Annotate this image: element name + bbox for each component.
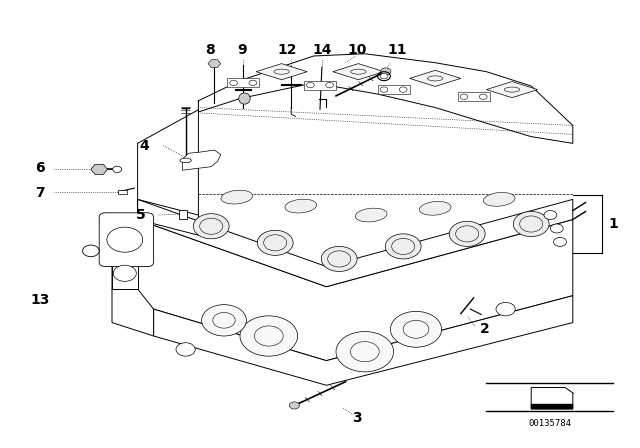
Ellipse shape: [180, 158, 191, 163]
Ellipse shape: [483, 193, 515, 206]
Polygon shape: [531, 388, 573, 409]
Text: 2: 2: [480, 322, 490, 336]
Circle shape: [321, 246, 357, 271]
Text: 5: 5: [136, 208, 146, 222]
Circle shape: [390, 311, 442, 347]
Circle shape: [550, 224, 563, 233]
Polygon shape: [333, 64, 384, 80]
Text: 1: 1: [608, 217, 618, 231]
Circle shape: [289, 402, 300, 409]
Text: 3: 3: [352, 410, 362, 425]
Circle shape: [496, 302, 515, 316]
Polygon shape: [182, 150, 221, 170]
Circle shape: [385, 234, 421, 259]
Text: 13: 13: [30, 293, 49, 307]
Circle shape: [113, 166, 122, 172]
Circle shape: [257, 230, 293, 255]
Circle shape: [113, 265, 136, 281]
Polygon shape: [256, 64, 307, 80]
Ellipse shape: [239, 93, 250, 104]
Circle shape: [307, 82, 314, 88]
Circle shape: [240, 316, 298, 356]
Circle shape: [381, 68, 391, 75]
Polygon shape: [112, 220, 573, 361]
Text: 14: 14: [312, 43, 332, 57]
Circle shape: [399, 87, 407, 92]
Ellipse shape: [221, 190, 253, 204]
Circle shape: [249, 80, 257, 86]
Circle shape: [202, 305, 246, 336]
Circle shape: [460, 94, 468, 99]
Circle shape: [83, 245, 99, 257]
Text: 10: 10: [348, 43, 367, 57]
Text: 7: 7: [35, 185, 45, 200]
Bar: [179, 210, 187, 219]
Polygon shape: [112, 220, 138, 289]
Text: 6: 6: [35, 161, 45, 175]
Ellipse shape: [355, 208, 387, 222]
Polygon shape: [154, 296, 573, 385]
Polygon shape: [138, 199, 573, 287]
Circle shape: [544, 211, 557, 220]
Ellipse shape: [419, 202, 451, 215]
Circle shape: [380, 87, 388, 92]
Polygon shape: [410, 70, 461, 86]
Polygon shape: [486, 82, 538, 98]
FancyBboxPatch shape: [99, 213, 154, 267]
Circle shape: [449, 221, 485, 246]
Circle shape: [326, 82, 333, 88]
Polygon shape: [304, 81, 336, 90]
Bar: [118, 190, 127, 194]
Text: 12: 12: [277, 43, 296, 57]
Polygon shape: [378, 85, 410, 94]
Circle shape: [554, 237, 566, 246]
Circle shape: [380, 73, 388, 79]
Text: 4: 4: [139, 138, 149, 153]
Text: 00135784: 00135784: [528, 419, 572, 428]
Polygon shape: [458, 92, 490, 101]
Polygon shape: [112, 289, 154, 336]
Text: 9: 9: [237, 43, 247, 57]
Text: 11: 11: [387, 43, 406, 57]
Circle shape: [107, 227, 143, 252]
Ellipse shape: [285, 199, 317, 213]
Circle shape: [230, 80, 237, 86]
Polygon shape: [227, 78, 259, 87]
Circle shape: [176, 343, 195, 356]
Circle shape: [479, 94, 487, 99]
Polygon shape: [531, 404, 573, 409]
Circle shape: [336, 332, 394, 372]
Circle shape: [193, 214, 229, 239]
Text: 8: 8: [205, 43, 215, 57]
Circle shape: [513, 211, 549, 237]
